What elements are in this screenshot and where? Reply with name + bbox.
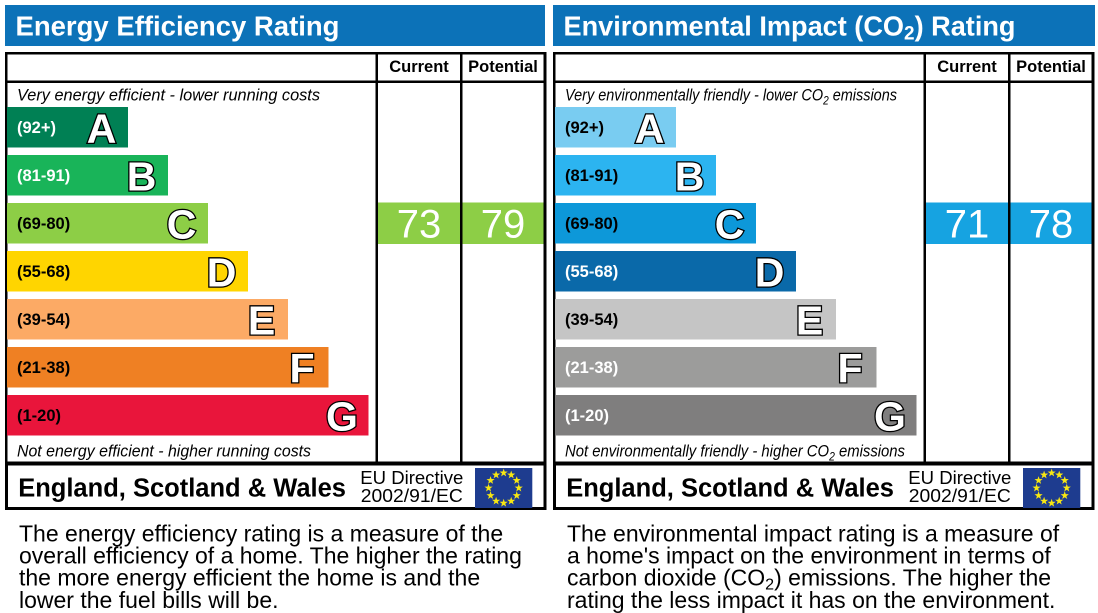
svg-text:Environmental Impact (CO2​) Ra: Environmental Impact (CO2​) Rating bbox=[564, 11, 1016, 45]
svg-text:2002/91/EC: 2002/91/EC bbox=[361, 485, 463, 506]
svg-text:EU Directive: EU Directive bbox=[360, 467, 463, 488]
svg-text:D: D bbox=[755, 249, 785, 295]
svg-text:D: D bbox=[207, 249, 237, 295]
svg-text:Not energy efficient - higher: Not energy efficient - higher running co… bbox=[17, 443, 311, 461]
svg-text:(21-38): (21-38) bbox=[565, 359, 618, 377]
svg-text:G: G bbox=[326, 393, 358, 439]
svg-text:(1-20): (1-20) bbox=[17, 407, 61, 425]
svg-text:(92+): (92+) bbox=[565, 119, 604, 137]
svg-text:(39-54): (39-54) bbox=[565, 311, 618, 329]
svg-text:79: 79 bbox=[481, 202, 526, 246]
svg-text:the more energy efficient the: the more energy efficient the home is an… bbox=[19, 565, 480, 591]
svg-text:Potential: Potential bbox=[1016, 58, 1086, 76]
svg-text:lower the fuel bills will be.: lower the fuel bills will be. bbox=[19, 587, 279, 613]
svg-text:F: F bbox=[289, 345, 314, 391]
svg-text:71: 71 bbox=[945, 202, 990, 246]
svg-text:The energy efficiency rating i: The energy efficiency rating is a measur… bbox=[19, 521, 503, 547]
svg-text:(92+): (92+) bbox=[17, 119, 56, 137]
svg-text:(81-91): (81-91) bbox=[565, 167, 618, 185]
svg-text:Very energy efficient - lower: Very energy efficient - lower running co… bbox=[17, 87, 320, 105]
svg-text:G: G bbox=[874, 393, 906, 439]
svg-text:Energy Efficiency Rating: Energy Efficiency Rating bbox=[16, 11, 340, 42]
svg-text:England, Scotland & Wales: England, Scotland & Wales bbox=[566, 474, 894, 502]
svg-text:B: B bbox=[675, 153, 705, 199]
svg-text:73: 73 bbox=[397, 202, 442, 246]
svg-text:(55-68): (55-68) bbox=[17, 263, 70, 281]
svg-text:(69-80): (69-80) bbox=[17, 215, 70, 233]
svg-text:carbon dioxide (CO2​) emission: carbon dioxide (CO2​) emissions. The hig… bbox=[567, 565, 1051, 594]
svg-text:Current: Current bbox=[937, 58, 997, 76]
svg-text:C: C bbox=[167, 201, 197, 247]
svg-text:(39-54): (39-54) bbox=[17, 311, 70, 329]
svg-text:Not environmentally friendly -: Not environmentally friendly - higher CO… bbox=[565, 443, 905, 464]
svg-text:The environmental impact ratin: The environmental impact rating is a mea… bbox=[567, 521, 1060, 547]
svg-text:E: E bbox=[248, 297, 275, 343]
svg-text:a home's impact on the environ: a home's impact on the environment in te… bbox=[567, 543, 1051, 569]
svg-text:78: 78 bbox=[1029, 202, 1074, 246]
svg-text:B: B bbox=[127, 153, 157, 199]
svg-text:(1-20): (1-20) bbox=[565, 407, 609, 425]
svg-text:(69-80): (69-80) bbox=[565, 215, 618, 233]
svg-text:A: A bbox=[87, 105, 117, 151]
svg-text:Current: Current bbox=[389, 58, 449, 76]
svg-text:rating the less impact it has: rating the less impact it has on the env… bbox=[567, 587, 1055, 613]
svg-text:Very environmentally friendly: Very environmentally friendly - lower CO… bbox=[565, 87, 897, 108]
svg-text:(55-68): (55-68) bbox=[565, 263, 618, 281]
svg-text:EU Directive: EU Directive bbox=[908, 467, 1011, 488]
svg-text:England, Scotland & Wales: England, Scotland & Wales bbox=[18, 474, 346, 502]
svg-text:F: F bbox=[837, 345, 862, 391]
svg-text:2002/91/EC: 2002/91/EC bbox=[909, 485, 1011, 506]
svg-text:overall efficiency of a home.: overall efficiency of a home. The higher… bbox=[19, 543, 522, 569]
svg-text:C: C bbox=[715, 201, 745, 247]
svg-text:E: E bbox=[796, 297, 823, 343]
svg-text:(81-91): (81-91) bbox=[17, 167, 70, 185]
svg-text:Potential: Potential bbox=[468, 58, 538, 76]
svg-text:A: A bbox=[635, 105, 665, 151]
svg-text:(21-38): (21-38) bbox=[17, 359, 70, 377]
